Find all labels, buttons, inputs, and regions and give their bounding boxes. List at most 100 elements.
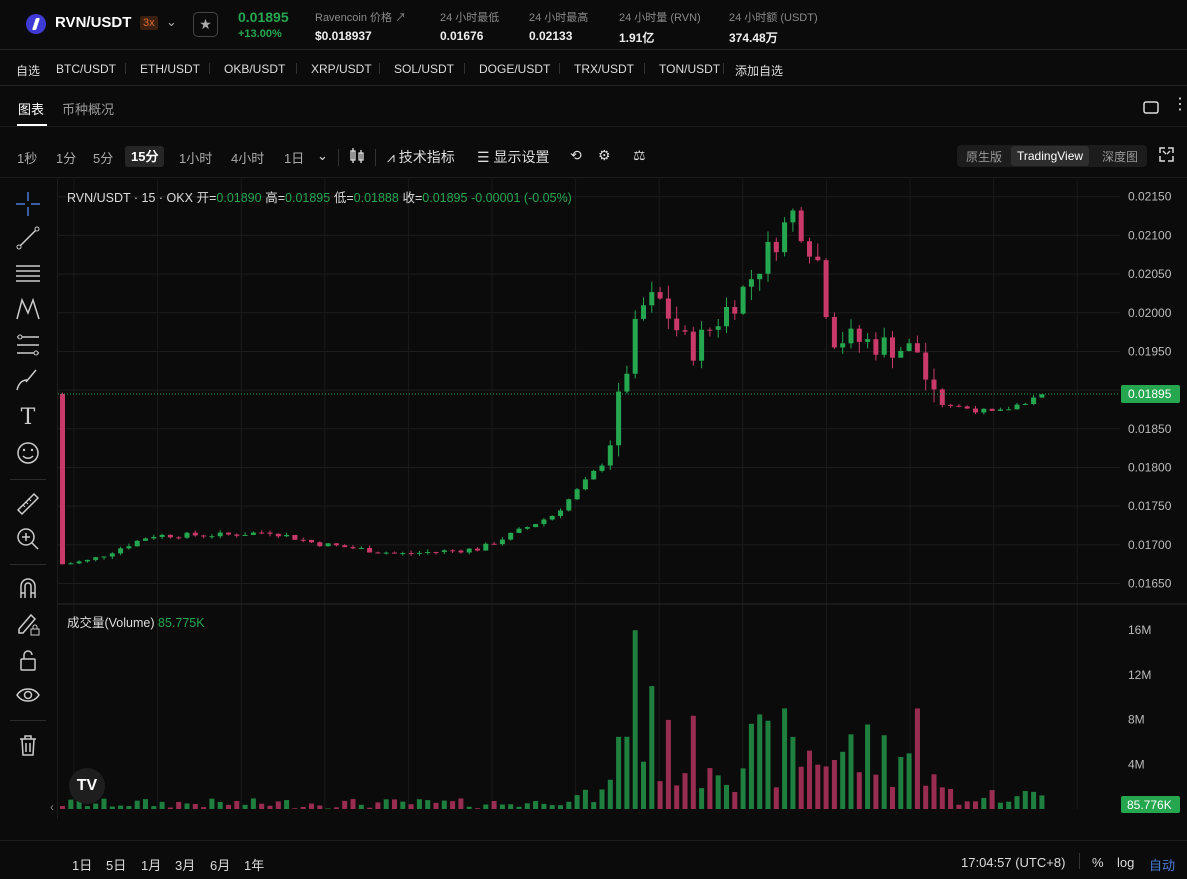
- interval-more-chevron-icon[interactable]: ⌄: [317, 148, 328, 163]
- fav-item[interactable]: XRP/USDT: [311, 62, 372, 76]
- favorite-star-button[interactable]: ★: [193, 12, 218, 37]
- candle-body: [898, 350, 904, 358]
- indicators-button[interactable]: ⩘ 技术指标: [387, 147, 455, 167]
- more-options-icon[interactable]: ⋮: [1172, 96, 1187, 113]
- stat-coin-price[interactable]: Ravencoin 价格 ↗ $0.018937: [315, 9, 406, 43]
- volume-bar: [84, 806, 90, 809]
- candle-body: [591, 470, 597, 480]
- volume-bar: [217, 802, 223, 809]
- fav-item[interactable]: TRX/USDT: [574, 62, 634, 76]
- candle-body: [408, 553, 414, 555]
- add-favorite-button[interactable]: 添加自选: [735, 64, 784, 78]
- divider: [10, 564, 46, 565]
- candle-body: [475, 548, 480, 551]
- collapse-chevron-icon[interactable]: ‹: [50, 800, 54, 814]
- stat-24h-high: 24 小时最高 0.02133: [529, 9, 588, 43]
- candle-body: [441, 550, 447, 553]
- replay-icon[interactable]: ⟲: [570, 147, 582, 163]
- interval-15m[interactable]: 15分: [125, 146, 165, 167]
- candle-body: [682, 330, 688, 332]
- volume-bar: [591, 802, 597, 809]
- candle-body: [226, 532, 231, 535]
- brush-icon[interactable]: [14, 366, 42, 394]
- volume-bar: [898, 756, 904, 809]
- magnet-icon[interactable]: [14, 574, 42, 602]
- interval-1h[interactable]: 1小时: [179, 151, 213, 166]
- fav-item[interactable]: ETH/USDT: [140, 62, 200, 76]
- fav-item[interactable]: TON/USDT: [659, 62, 721, 76]
- favorites-label[interactable]: 自选: [16, 64, 41, 78]
- fib-icon[interactable]: [14, 331, 42, 359]
- interval-1d[interactable]: 1日: [284, 151, 305, 166]
- range-1y[interactable]: 1年: [244, 858, 265, 873]
- interval-1m[interactable]: 1分: [56, 151, 77, 166]
- crosshair-icon[interactable]: [14, 190, 42, 218]
- gear-icon[interactable]: ⚙: [598, 147, 611, 163]
- candle-body: [267, 532, 273, 534]
- log-toggle[interactable]: log: [1117, 855, 1135, 870]
- volume-bar: [607, 779, 613, 809]
- interval-4h[interactable]: 4小时: [231, 151, 265, 166]
- fav-item[interactable]: DOGE/USDT: [479, 62, 551, 76]
- candle-body: [748, 279, 754, 287]
- unlock-icon[interactable]: [14, 646, 42, 674]
- lock-drawing-icon[interactable]: [14, 610, 42, 638]
- trash-icon[interactable]: [14, 731, 42, 759]
- tab-coin-overview[interactable]: 币种概况: [62, 102, 115, 117]
- pair-title[interactable]: RVN/USDT: [55, 14, 132, 31]
- horizontal-lines-icon[interactable]: [14, 259, 42, 287]
- volume-bar: [782, 708, 788, 809]
- indicators-label: 技术指标: [398, 149, 455, 165]
- candle-body: [616, 391, 622, 446]
- price-chart[interactable]: 0.021500.021000.020500.020000.019500.019…: [58, 179, 1187, 819]
- ohlc-legend: RVN/USDT · 15 · OKX 开=0.01890 高=0.01895 …: [67, 187, 572, 206]
- candle-body: [906, 343, 912, 351]
- interval-1s[interactable]: 1秒: [17, 151, 38, 166]
- auto-toggle[interactable]: 自动: [1149, 858, 1176, 873]
- volume-bar: [582, 789, 588, 809]
- candle-body: [259, 532, 265, 534]
- text-icon[interactable]: T: [20, 405, 36, 430]
- volume-bar: [773, 787, 779, 809]
- volume-bar: [93, 803, 99, 809]
- price-tick-label: 0.01700: [1128, 538, 1172, 552]
- view-tradingview[interactable]: TradingView: [1011, 146, 1090, 166]
- range-1m[interactable]: 1月: [141, 858, 162, 873]
- view-depth[interactable]: 深度图: [1102, 150, 1139, 164]
- range-6m[interactable]: 6月: [210, 858, 231, 873]
- display-settings-button[interactable]: ☰ 显示设置: [477, 147, 549, 167]
- volume-bar: [250, 798, 256, 809]
- fav-item[interactable]: SOL/USDT: [394, 62, 455, 76]
- trend-line-icon[interactable]: [14, 224, 42, 252]
- volume-bar: [151, 806, 157, 809]
- eye-icon[interactable]: [14, 681, 42, 709]
- clock[interactable]: 17:04:57 (UTC+8): [961, 855, 1066, 870]
- volume-bar: [923, 785, 929, 809]
- interval-5m[interactable]: 5分: [93, 151, 114, 166]
- candle-type-icon[interactable]: [349, 147, 365, 165]
- volume-bar: [450, 801, 456, 809]
- range-3m[interactable]: 3月: [175, 858, 196, 873]
- tab-chart[interactable]: 图表: [18, 102, 45, 117]
- chevron-down-icon[interactable]: ⌄: [166, 14, 177, 29]
- volume-tick-label: 8M: [1128, 713, 1145, 727]
- fav-item[interactable]: BTC/USDT: [56, 62, 116, 76]
- candle-body: [566, 499, 572, 511]
- range-5d[interactable]: 5日: [106, 858, 127, 873]
- percent-toggle[interactable]: %: [1092, 855, 1104, 870]
- legend-high-label: 高=: [265, 191, 286, 205]
- fav-item[interactable]: OKB/USDT: [224, 62, 286, 76]
- fullscreen-icon[interactable]: [1159, 147, 1174, 162]
- pattern-icon[interactable]: [14, 295, 42, 323]
- zoom-in-icon[interactable]: [14, 525, 42, 553]
- volume-bar: [649, 686, 655, 809]
- emoji-icon[interactable]: [14, 439, 42, 467]
- range-1d[interactable]: 1日: [72, 858, 93, 873]
- scale-icon[interactable]: ⚖: [633, 147, 646, 163]
- volume-bar: [599, 789, 605, 809]
- ruler-icon[interactable]: [14, 490, 42, 518]
- candle-body: [126, 546, 132, 549]
- tradingview-logo-icon[interactable]: TV: [69, 768, 105, 804]
- view-native[interactable]: 原生版: [966, 150, 1003, 164]
- window-layout-icon[interactable]: [1143, 101, 1159, 114]
